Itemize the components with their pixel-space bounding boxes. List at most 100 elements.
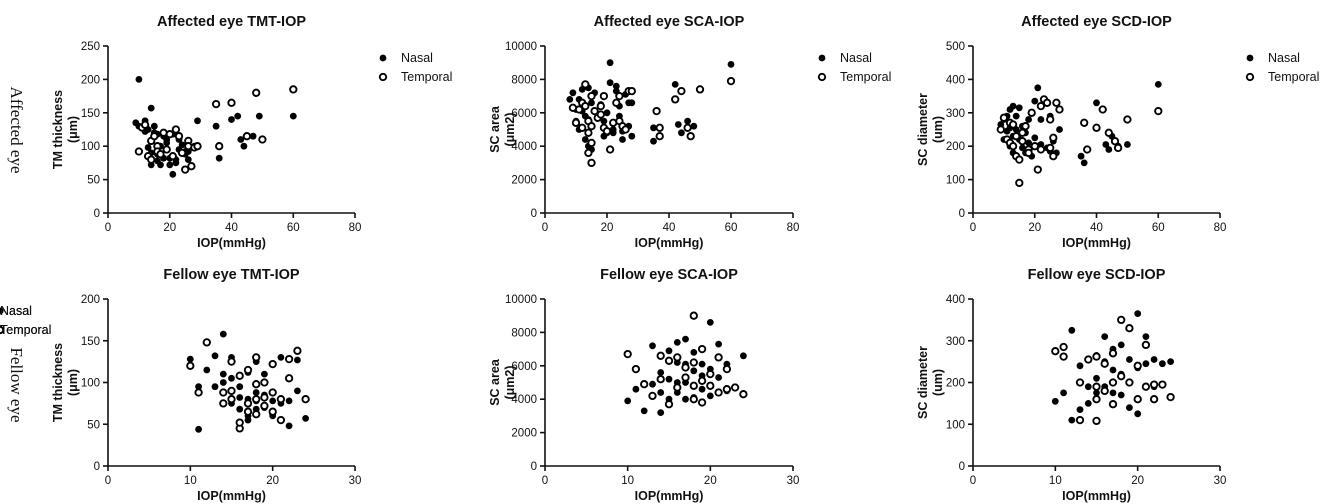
- temporal-point: [648, 391, 657, 401]
- nasal-point: [211, 352, 219, 360]
- temporal-point: [252, 353, 261, 362]
- temporal-point: [1080, 118, 1089, 127]
- x-tick-label: 40: [225, 222, 238, 234]
- legend-temporal-label: Temporal: [401, 70, 452, 84]
- temporal-point: [587, 122, 596, 131]
- nasal-point: [624, 397, 632, 405]
- temporal-point: [187, 162, 196, 171]
- temporal-point: [1083, 145, 1092, 154]
- nasal-point: [1126, 356, 1133, 363]
- chart-title: Affected eye SCA-IOP: [594, 14, 745, 30]
- nasal-point: [1105, 146, 1113, 153]
- panel-3: Affected eye SCD-IOP 0 20 40 60 80 0 100 200 300 4…: [916, 14, 1319, 250]
- temporal-point: [202, 338, 211, 347]
- chart-title: Fellow eye SCA-IOP: [600, 267, 738, 283]
- temporal-point: [1092, 352, 1101, 361]
- temporal-point: [590, 106, 599, 116]
- temporal-point: [640, 380, 649, 389]
- x-tick-label: 80: [349, 222, 362, 234]
- nasal-point: [1124, 141, 1131, 148]
- nasal-point: [285, 422, 293, 430]
- temporal-point: [1012, 132, 1021, 141]
- nasal-point: [650, 137, 657, 145]
- temporal-point: [1033, 165, 1042, 174]
- temporal-point: [219, 388, 228, 397]
- temporal-point: [664, 356, 674, 365]
- nasal-point: [255, 112, 263, 120]
- nasal-point: [1025, 139, 1032, 147]
- nasal-point: [212, 122, 220, 130]
- nasal-point: [600, 117, 608, 125]
- temporal-point: [596, 110, 605, 119]
- nasal-point: [236, 383, 244, 391]
- nasal-point: [650, 124, 657, 132]
- temporal-point: [656, 375, 665, 384]
- temporal-point: [1104, 128, 1113, 137]
- nasal-point: [194, 117, 201, 125]
- x-tick-label: 60: [1152, 222, 1165, 234]
- temporal-point: [211, 99, 221, 109]
- nasal-point: [1126, 404, 1133, 411]
- nasal-point: [1068, 416, 1076, 424]
- temporal-point: [686, 132, 695, 141]
- nasal-point: [606, 59, 614, 67]
- temporal-point: [1092, 382, 1101, 391]
- x-tick-label: 80: [1214, 222, 1227, 234]
- nasal-point: [1060, 389, 1067, 397]
- temporal-point: [235, 371, 244, 380]
- legend-temporal-marker: [817, 72, 827, 82]
- x-tick-label: 30: [1214, 475, 1227, 487]
- temporal-point: [215, 142, 224, 151]
- x-tick-label: 30: [349, 475, 362, 487]
- nasal-point: [1150, 356, 1158, 363]
- nasal-point: [1142, 360, 1150, 368]
- temporal-point: [168, 152, 177, 161]
- nasal-point: [1012, 112, 1020, 120]
- nasal-point: [628, 99, 636, 107]
- temporal-point: [1110, 137, 1120, 146]
- y-tick-label: 200: [946, 378, 965, 390]
- x-axis-label: IOP(mmHg): [1062, 489, 1131, 503]
- temporal-point: [1015, 155, 1024, 164]
- temporal-point: [147, 155, 156, 164]
- nasal-point: [240, 142, 248, 150]
- temporal-point: [652, 106, 661, 116]
- y-tick-label: 400: [946, 74, 965, 86]
- nasal-point: [690, 367, 698, 375]
- chart-title: Affected eye TMT-IOP: [157, 14, 306, 30]
- temporal-point: [627, 86, 636, 96]
- temporal-point: [612, 98, 621, 107]
- temporal-point: [1027, 108, 1036, 117]
- temporal-point: [219, 399, 228, 408]
- temporal-point: [171, 125, 181, 134]
- temporal-point: [268, 407, 277, 416]
- y-tick-label: 4000: [511, 141, 537, 153]
- x-tick-label: 0: [105, 222, 111, 234]
- nasal-point: [277, 354, 285, 361]
- nasal-point: [147, 104, 155, 112]
- x-tick-label: 40: [663, 222, 676, 234]
- temporal-point: [177, 148, 187, 158]
- nasal-point: [1093, 374, 1100, 382]
- legend-nasal-marker: [0, 307, 4, 315]
- x-tick-label: 20: [704, 475, 717, 487]
- x-axis-label: IOP(mmHg): [635, 489, 704, 503]
- temporal-point: [1123, 115, 1132, 124]
- nasal-point: [1154, 81, 1162, 88]
- temporal-point: [1042, 98, 1052, 107]
- nasal-point: [612, 82, 620, 90]
- nasal-point: [609, 129, 617, 137]
- temporal-point: [584, 148, 593, 158]
- y-tick-label: 10000: [505, 41, 537, 53]
- nasal-point: [1134, 310, 1142, 317]
- legend-nasal-marker: [379, 54, 387, 62]
- temporal-point: [722, 385, 732, 394]
- nasal-point: [261, 370, 268, 378]
- temporal-point: [301, 395, 310, 404]
- nasal-point: [1009, 102, 1017, 110]
- y-axis-label: TM thickness(μm): [51, 90, 80, 169]
- x-tick-label: 20: [1028, 222, 1041, 234]
